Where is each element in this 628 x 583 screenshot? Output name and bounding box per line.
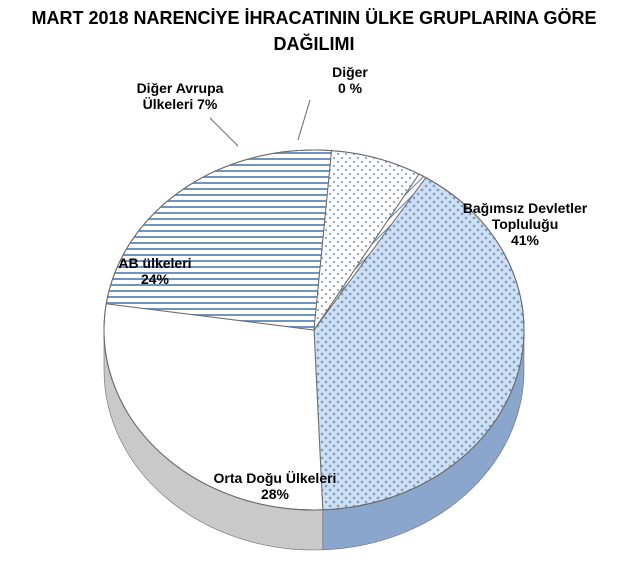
- slice-label: Diğer 0 %: [310, 64, 390, 96]
- slice-label: Bağımsız Devletler Topluluğu 41%: [440, 200, 610, 248]
- leader-line: [298, 100, 310, 140]
- leader-line: [210, 118, 238, 146]
- slice-label: AB ülkeleri 24%: [100, 255, 210, 287]
- slice-label: Diğer Avrupa Ülkeleri 7%: [110, 80, 250, 112]
- slice-label: Orta Doğu Ülkeleri 28%: [190, 470, 360, 502]
- pie-slice: [106, 150, 331, 330]
- pie-chart-container: MART 2018 NARENCİYE İHRACATININ ÜLKE GRU…: [0, 0, 628, 583]
